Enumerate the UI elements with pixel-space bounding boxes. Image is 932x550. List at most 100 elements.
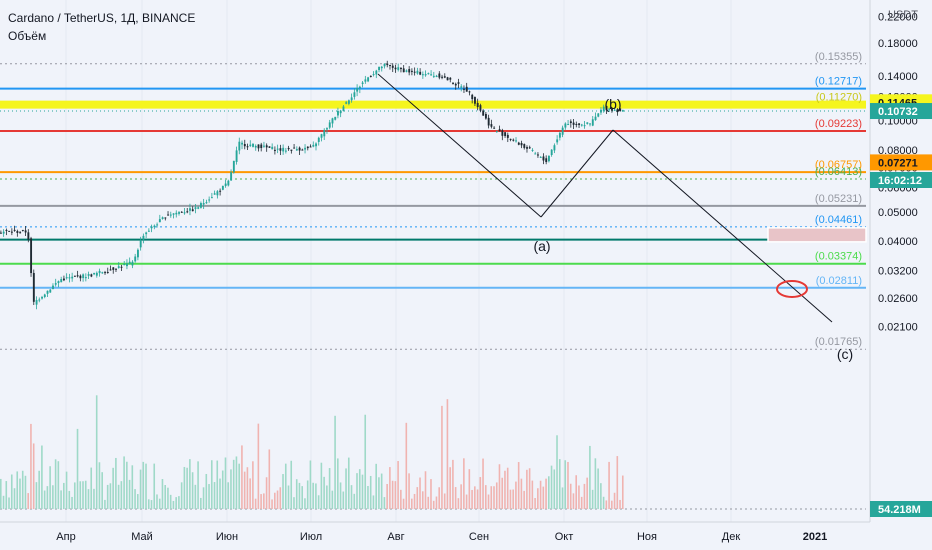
- volume-bar: [339, 482, 342, 509]
- candle-body: [512, 139, 515, 141]
- candle-body: [71, 276, 74, 279]
- volume-bar: [380, 473, 383, 509]
- candle-body: [465, 86, 468, 92]
- price-badge-label: 0.10732: [878, 106, 918, 118]
- volume-bar: [21, 470, 24, 509]
- candle-body: [608, 108, 611, 110]
- candle-body: [254, 145, 257, 148]
- candle-body: [142, 235, 145, 240]
- time-axis-panel[interactable]: [0, 522, 870, 550]
- volume-bar: [602, 496, 605, 509]
- volume-bar: [548, 476, 550, 509]
- candle-body: [430, 74, 433, 76]
- volume-bar: [441, 405, 443, 509]
- candle-body: [284, 150, 287, 152]
- volume-bar: [394, 481, 397, 509]
- volume-bar: [175, 497, 177, 509]
- candle-body: [361, 82, 364, 84]
- candle-body: [167, 214, 170, 216]
- candle-body: [57, 281, 60, 284]
- volume-bar: [474, 486, 476, 509]
- target-zone-box[interactable]: [767, 227, 867, 243]
- volume-bar: [506, 467, 509, 509]
- volume-bar: [482, 458, 484, 509]
- volume-bar: [479, 477, 482, 509]
- candle-body: [249, 144, 252, 146]
- volume-bar: [120, 481, 123, 509]
- candle-body: [621, 110, 624, 112]
- wave-c-line[interactable]: [612, 129, 833, 323]
- candle-body: [145, 232, 148, 235]
- candle-body: [520, 142, 523, 146]
- candle-body: [230, 172, 233, 181]
- volume-bar: [265, 477, 268, 509]
- candle-body: [356, 88, 359, 92]
- volume-bar: [82, 481, 84, 509]
- volume-bar: [389, 467, 391, 509]
- candle-body: [501, 130, 504, 136]
- volume-bar: [413, 493, 416, 509]
- time-tick-label: Апр: [56, 531, 75, 543]
- candle-body: [76, 275, 79, 277]
- volume-bar: [594, 458, 597, 509]
- candle-body: [334, 116, 337, 120]
- volume-bar: [323, 476, 325, 509]
- volume-bar: [227, 482, 230, 509]
- volume-bar: [76, 428, 79, 509]
- volume-bar: [586, 477, 588, 509]
- volume-bar: [216, 460, 219, 509]
- target-ellipse-marker[interactable]: [776, 280, 808, 298]
- wave-b-line[interactable]: [540, 129, 614, 218]
- candle-body: [611, 108, 613, 111]
- candle-body: [38, 299, 41, 301]
- volume-bar: [457, 498, 460, 509]
- fib-level-label: (0.11270): [816, 92, 862, 104]
- volume-bar: [421, 491, 424, 509]
- volume-bar: [178, 496, 180, 509]
- volume-bar: [471, 489, 473, 509]
- volume-bar: [408, 473, 410, 509]
- price-axis-panel[interactable]: [870, 0, 932, 550]
- candle-body: [98, 270, 101, 274]
- volume-bar: [134, 489, 136, 509]
- candle-body: [101, 272, 104, 274]
- price-tick-label: 0.02100: [878, 321, 918, 333]
- candle-body: [191, 209, 194, 212]
- candle-body: [484, 113, 487, 119]
- candle-body: [202, 203, 205, 205]
- volume-bar: [605, 500, 608, 509]
- candle-body: [471, 94, 474, 100]
- time-tick-label: Сен: [469, 531, 489, 543]
- candle-body: [331, 118, 334, 124]
- candle-body: [504, 132, 507, 136]
- candle-body: [438, 73, 441, 78]
- candle-body: [68, 277, 71, 279]
- candle-body: [79, 275, 82, 279]
- candle-body: [613, 109, 616, 111]
- time-tick-label: 2021: [803, 531, 827, 543]
- volume-bar: [432, 500, 435, 509]
- candle-body: [580, 124, 583, 126]
- candle-body: [358, 86, 361, 89]
- candle-body: [175, 212, 178, 215]
- volume-bar: [520, 478, 523, 509]
- plot-background[interactable]: [0, 0, 866, 522]
- volume-bar: [345, 468, 347, 509]
- candle-body: [391, 65, 394, 68]
- price-badge: [870, 172, 932, 188]
- candle-body: [435, 75, 438, 77]
- candle-body: [205, 202, 208, 204]
- volume-bar: [361, 474, 364, 509]
- wave-a-line[interactable]: [377, 73, 542, 218]
- volume-bar: [263, 493, 265, 509]
- volume-bar: [542, 486, 545, 509]
- candle-body: [30, 238, 33, 274]
- volume-bar: [2, 495, 5, 509]
- volume-bar: [334, 415, 336, 509]
- volume-bar: [30, 423, 32, 509]
- candle-body: [241, 142, 244, 145]
- candle-body: [183, 212, 186, 214]
- candle-body: [158, 219, 161, 223]
